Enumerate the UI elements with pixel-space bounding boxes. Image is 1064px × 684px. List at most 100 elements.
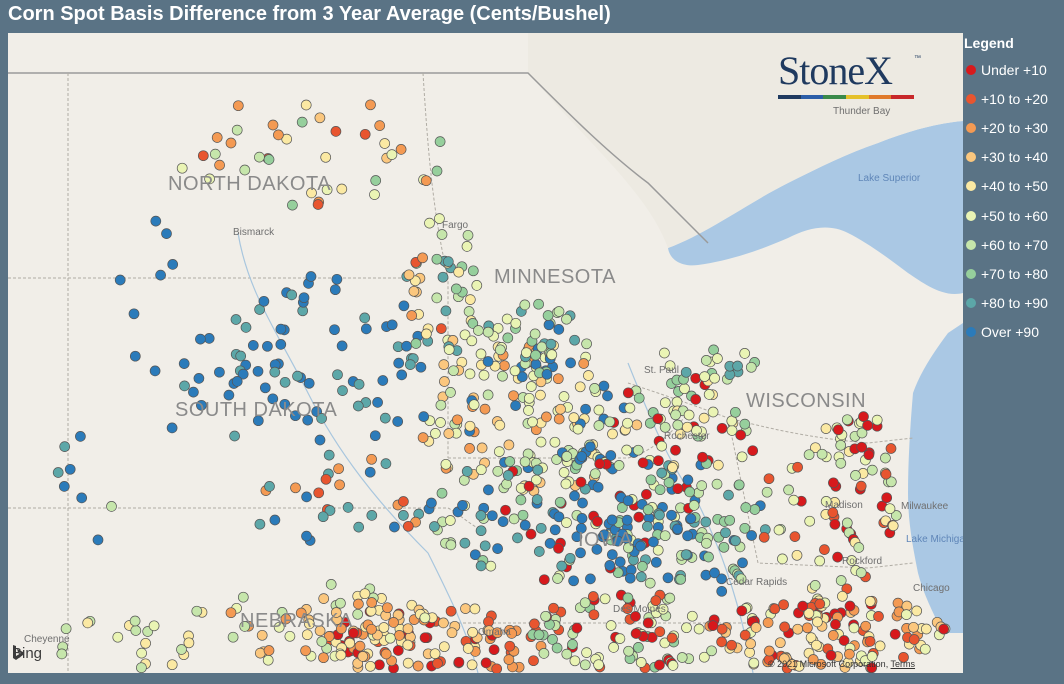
location-marker[interactable] <box>395 144 407 155</box>
location-marker[interactable] <box>214 159 225 171</box>
location-marker[interactable] <box>335 597 346 609</box>
location-marker[interactable] <box>614 556 626 568</box>
location-marker[interactable] <box>82 617 94 629</box>
location-marker[interactable] <box>372 397 383 408</box>
location-marker[interactable] <box>621 444 633 456</box>
location-marker[interactable] <box>232 100 244 112</box>
location-marker[interactable] <box>654 484 666 496</box>
location-marker[interactable] <box>364 466 376 478</box>
location-marker[interactable] <box>733 479 745 491</box>
location-marker[interactable] <box>552 373 564 385</box>
location-marker[interactable] <box>365 99 376 111</box>
location-marker[interactable] <box>237 368 249 380</box>
location-marker[interactable] <box>835 439 847 451</box>
location-marker[interactable] <box>648 536 659 548</box>
location-marker[interactable] <box>551 642 563 654</box>
location-marker[interactable] <box>860 620 872 632</box>
location-marker[interactable] <box>410 338 422 349</box>
location-marker[interactable] <box>866 662 878 673</box>
location-marker[interactable] <box>317 511 329 523</box>
location-marker[interactable] <box>491 663 503 673</box>
location-marker[interactable] <box>475 510 487 521</box>
location-marker[interactable] <box>353 598 364 610</box>
location-marker[interactable] <box>398 496 409 507</box>
location-marker[interactable] <box>716 636 727 648</box>
location-marker[interactable] <box>263 154 275 165</box>
location-marker[interactable] <box>279 376 291 388</box>
location-marker[interactable] <box>475 464 487 476</box>
location-marker[interactable] <box>501 313 513 325</box>
location-marker[interactable] <box>342 502 354 513</box>
location-marker[interactable] <box>815 658 827 670</box>
location-marker[interactable] <box>575 476 587 488</box>
location-marker[interactable] <box>254 518 266 530</box>
location-marker[interactable] <box>769 603 781 615</box>
location-marker[interactable] <box>653 455 664 467</box>
location-marker[interactable] <box>707 620 719 631</box>
location-marker[interactable] <box>605 620 617 631</box>
location-marker[interactable] <box>438 641 450 653</box>
location-marker[interactable] <box>810 442 821 454</box>
location-marker[interactable] <box>850 470 861 481</box>
location-marker[interactable] <box>462 229 474 241</box>
location-marker[interactable] <box>561 648 573 660</box>
location-marker[interactable] <box>374 659 385 671</box>
location-marker[interactable] <box>671 396 683 408</box>
location-marker[interactable] <box>398 510 409 521</box>
location-marker[interactable] <box>630 611 641 622</box>
location-marker[interactable] <box>866 651 878 662</box>
location-marker[interactable] <box>506 628 518 639</box>
location-marker[interactable] <box>608 642 619 653</box>
location-marker[interactable] <box>359 128 371 140</box>
location-marker[interactable] <box>316 413 327 424</box>
location-marker[interactable] <box>183 637 195 649</box>
location-marker[interactable] <box>606 549 618 560</box>
legend-item[interactable]: +70 to +80 <box>963 259 1064 288</box>
location-marker[interactable] <box>461 466 473 477</box>
location-marker[interactable] <box>512 532 523 544</box>
location-marker[interactable] <box>401 340 412 352</box>
location-marker[interactable] <box>503 439 515 451</box>
location-marker[interactable] <box>287 199 298 211</box>
location-marker[interactable] <box>763 473 775 485</box>
location-marker[interactable] <box>584 441 596 453</box>
location-marker[interactable] <box>739 629 751 641</box>
location-marker[interactable] <box>237 591 249 603</box>
location-marker[interactable] <box>718 541 730 553</box>
location-marker[interactable] <box>332 369 343 381</box>
location-marker[interactable] <box>632 444 644 456</box>
location-marker[interactable] <box>435 417 446 428</box>
location-marker[interactable] <box>435 323 447 334</box>
location-marker[interactable] <box>380 648 392 660</box>
location-marker[interactable] <box>461 241 473 252</box>
location-marker[interactable] <box>258 295 270 307</box>
location-marker[interactable] <box>672 483 684 495</box>
location-marker[interactable] <box>128 308 140 320</box>
location-marker[interactable] <box>252 415 264 427</box>
location-marker[interactable] <box>275 323 287 335</box>
location-marker[interactable] <box>574 381 586 393</box>
location-marker[interactable] <box>549 524 561 536</box>
location-marker[interactable] <box>679 383 690 395</box>
location-marker[interactable] <box>352 400 364 412</box>
location-marker[interactable] <box>167 259 179 270</box>
location-marker[interactable] <box>716 623 728 635</box>
location-marker[interactable] <box>571 622 583 634</box>
location-marker[interactable] <box>841 414 853 426</box>
location-marker[interactable] <box>480 657 492 669</box>
location-marker[interactable] <box>675 573 687 585</box>
location-marker[interactable] <box>312 199 324 210</box>
location-marker[interactable] <box>300 99 312 111</box>
location-marker[interactable] <box>622 603 633 614</box>
location-marker[interactable] <box>330 126 342 137</box>
location-marker[interactable] <box>630 628 642 639</box>
location-marker[interactable] <box>445 605 457 617</box>
location-marker[interactable] <box>305 271 317 282</box>
location-marker[interactable] <box>578 358 590 369</box>
location-marker[interactable] <box>552 573 563 584</box>
location-marker[interactable] <box>314 112 326 124</box>
location-marker[interactable] <box>467 626 478 638</box>
location-marker[interactable] <box>377 375 389 386</box>
location-marker[interactable] <box>494 344 506 356</box>
location-marker[interactable] <box>855 480 867 492</box>
